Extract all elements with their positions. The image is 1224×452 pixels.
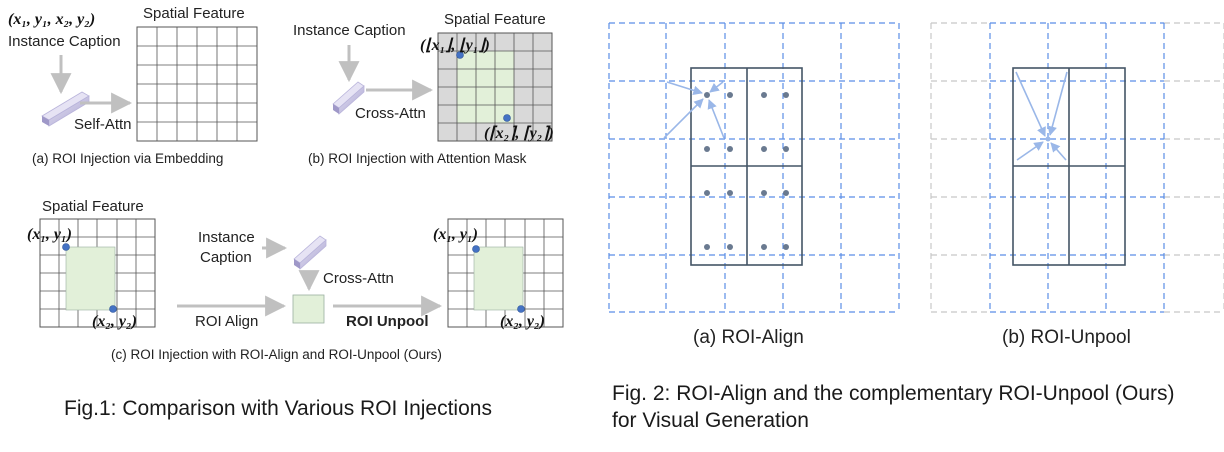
panel-b-attention-mask: Instance Caption Spatial Feature (⌊x₁⌋, … [293,11,554,166]
panel-c-instance-label: Instance [198,229,255,246]
fig2-b-target-point [1045,136,1051,142]
panel-c-input-bottom-right-label: (x₂, y₂) [92,313,137,330]
fig2-b-dashed-grid [989,22,1165,313]
fig2-a-sampling-points [704,92,789,250]
panel-a-spatial-feature-label: Spatial Feature [143,5,245,22]
panel-b-top-left-point [456,51,464,59]
fig2-b-roi-box [1012,67,1126,266]
panel-c-embedding-token-icon [293,235,327,270]
fig2-caption-line1: Fig. 2: ROI-Align and the complementary … [612,382,1175,405]
panel-c-output-top-left-label: (x₁, y₁) [433,226,478,243]
panel-c-roi-feature [292,294,325,324]
panel-b-bottom-right-label: (⌈x₂⌉, ⌈y₂⌉) [484,125,554,142]
panel-c-input-top-left-point [62,243,70,251]
panel-c-caption-label: Caption [200,249,252,266]
panel-b-top-left-label: (⌊x₁⌋, ⌊y₁⌋) [420,37,490,54]
panel-a-self-attn: Self-Attn [74,116,132,133]
panel-c-spatial-feature-label: Spatial Feature [42,198,144,215]
panel-b-bottom-right-point [503,114,511,122]
fig2-panel-a-caption: (a) ROI-Align [693,327,804,348]
panel-a-coords: (x₁, y₁, x₂, y₂) [8,11,95,28]
panel-a-caption: (a) ROI Injection via Embedding [32,151,223,166]
panel-c-output-bottom-right-label: (x₂, y₂) [500,313,545,330]
panel-a-instance-caption: Instance Caption [8,33,121,50]
fig2-a-dashed-grid [608,22,900,313]
panel-c-output-bottom-right-point [517,305,525,313]
panel-c-cross-attn: Cross-Attn [323,270,394,287]
panel-c-input-top-left-label: (x₁, y₁) [27,226,72,243]
fig2-panel-a-roi-align: (a) ROI-Align [608,22,900,348]
panel-b-caption: (b) ROI Injection with Attention Mask [308,151,527,166]
fig2-panel-b-caption: (b) ROI-Unpool [1002,327,1131,348]
panel-b-embedding-token-icon [332,81,365,115]
panel-b-cross-attn: Cross-Attn [355,105,426,122]
panel-b-instance-caption: Instance Caption [293,22,406,39]
panel-c-input-grid [39,218,156,328]
panel-c-roi-align-unpool: Spatial Feature (x₁, y₁) (x₂, y₂) Instan… [27,198,564,362]
panel-c-output-grid [447,218,564,328]
panel-a-feature-grid [136,26,258,142]
panel-a-embedding: (x₁, y₁, x₂, y₂) Instance Caption Spatia… [8,5,258,166]
panel-c-roi-align-label: ROI Align [195,313,258,330]
fig1-caption: Fig.1: Comparison with Various ROI Injec… [64,397,492,420]
panel-b-spatial-feature-label: Spatial Feature [444,11,546,28]
fig2-caption-line2: for Visual Generation [612,409,809,432]
fig2-a-roi-box [690,67,803,266]
fig2-b-faded-grid [930,22,1224,313]
panel-c-caption: (c) ROI Injection with ROI-Align and ROI… [111,347,442,362]
panel-c-output-top-left-point [472,245,480,253]
fig2-panel-b-roi-unpool: (b) ROI-Unpool [930,22,1224,348]
fig2-a-bilinear-arrows [663,81,725,139]
panel-a-embedding-token-icon [41,91,90,127]
panel-c-roi-unpool-label: ROI Unpool [346,313,429,330]
panel-c-input-bottom-right-point [109,305,117,313]
fig2-b-unpool-arrows [1015,71,1068,161]
panel-b-feature-grid [437,32,553,142]
